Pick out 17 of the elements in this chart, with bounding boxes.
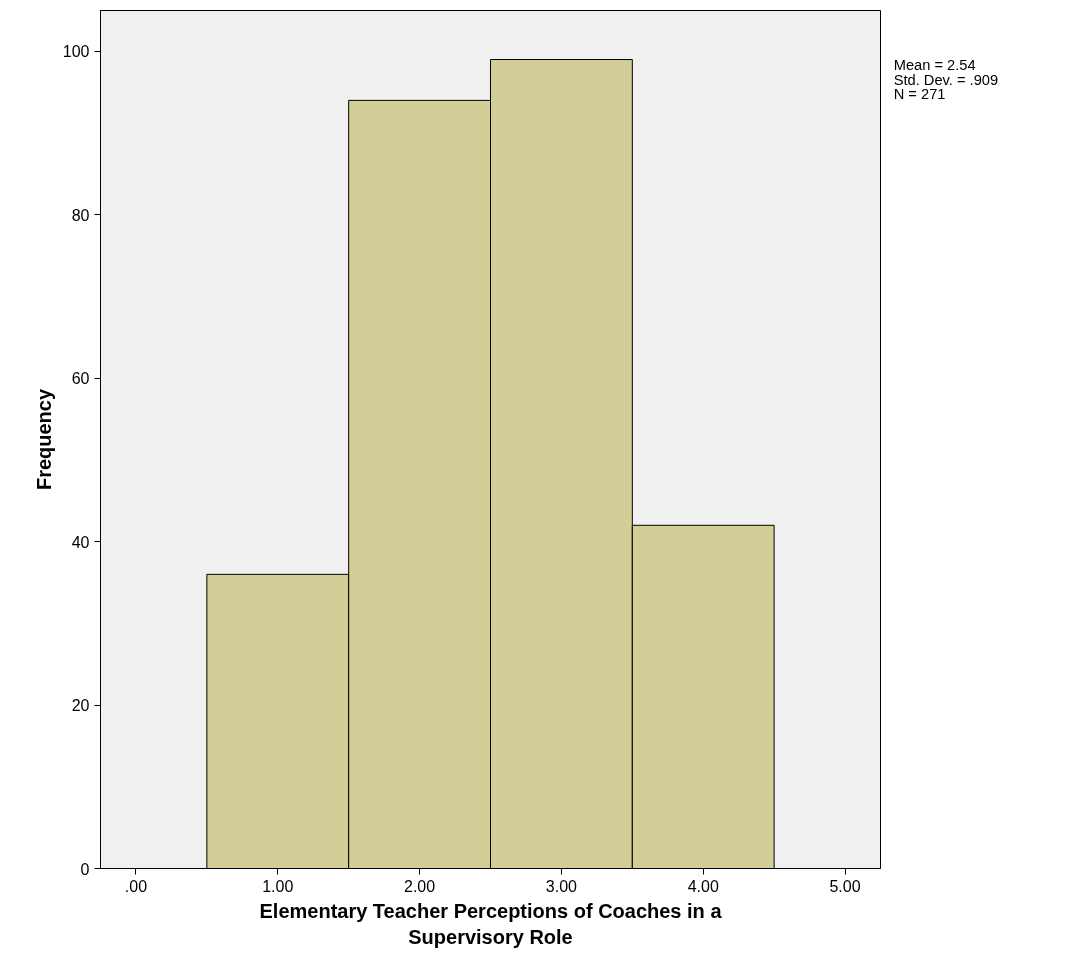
x-tick-label: 1.00	[262, 877, 294, 895]
x-tick-label: 4.00	[687, 877, 719, 895]
y-tick-label: 40	[71, 533, 90, 551]
y-axis-title: Frequency	[32, 388, 55, 491]
y-tick-label: 20	[71, 697, 90, 715]
y-tick-label: 80	[71, 206, 90, 224]
y-tick-label: 0	[80, 860, 90, 878]
x-tick-label: 5.00	[829, 877, 861, 895]
text: Mean = 2.54	[893, 57, 976, 74]
text: N = 271	[893, 86, 946, 103]
x-tick-label: 2.00	[404, 877, 436, 895]
y-tick-label: 100	[62, 43, 90, 61]
y-tick-label: 60	[71, 370, 90, 388]
x-tick-label: .00	[124, 877, 148, 895]
x-tick-label: 3.00	[545, 877, 578, 895]
x-axis-title: Elementary Teacher Perceptions of Coaches in a Supervisory Role	[259, 899, 723, 948]
text: Std. Dev. = .909	[893, 71, 999, 88]
